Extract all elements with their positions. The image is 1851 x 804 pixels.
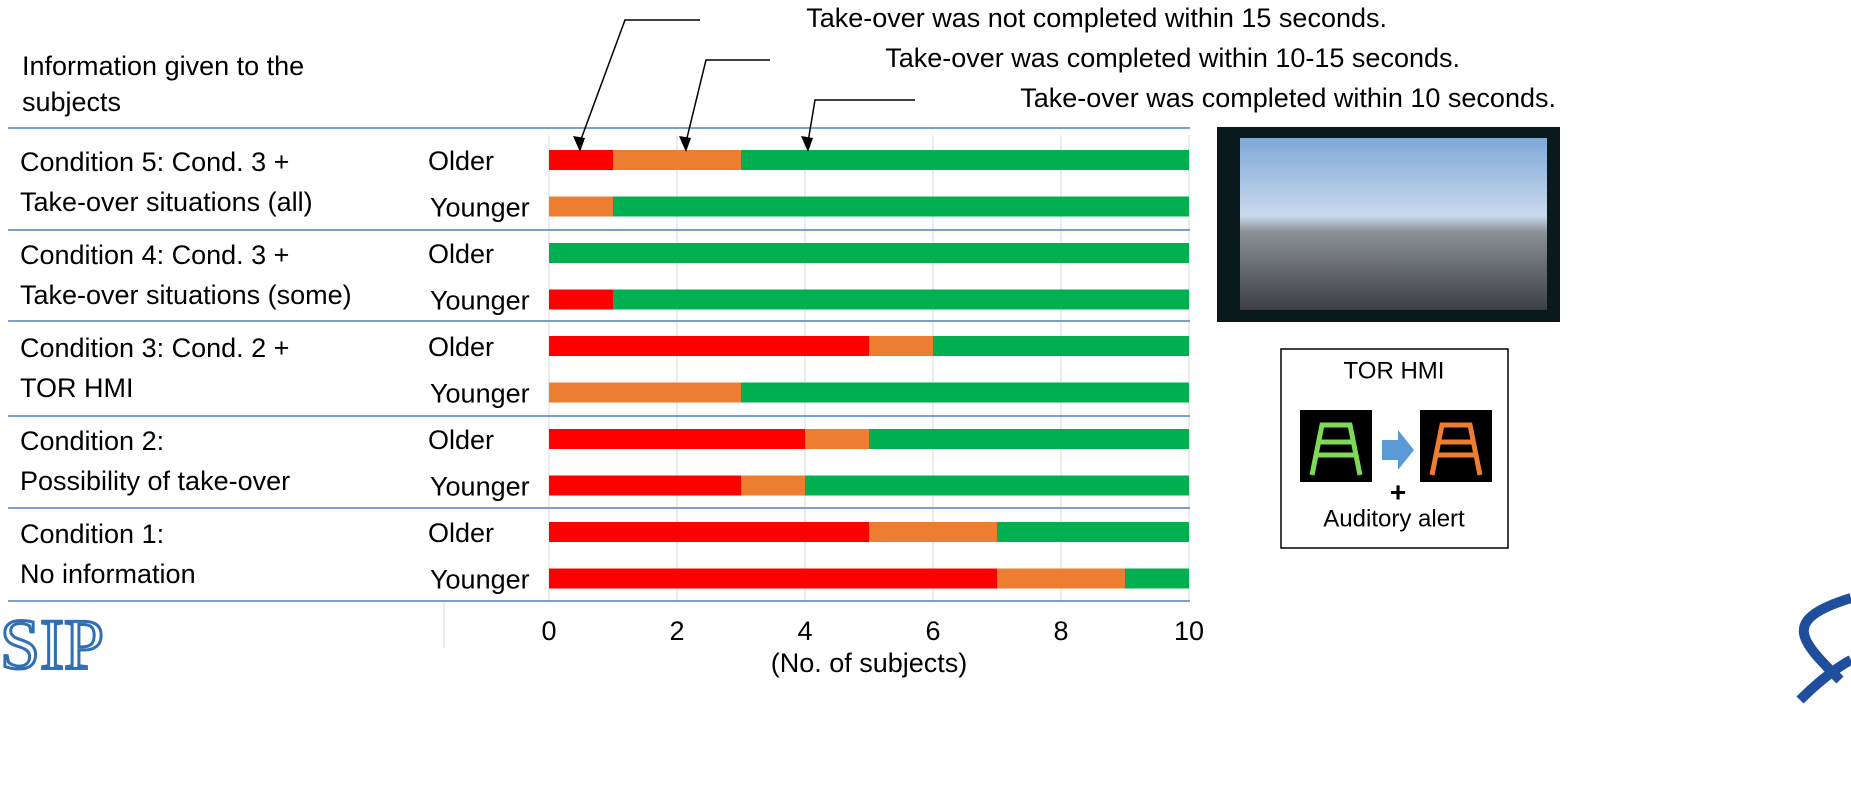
bar-segment — [997, 569, 1125, 589]
x-tick-label: 4 — [797, 616, 812, 646]
bar-segment — [741, 383, 1189, 403]
bar-segment — [549, 197, 613, 217]
chart: SIP Information given to the subjects 0 2 4 6… — [0, 0, 1851, 804]
group-label: TOR HMI — [20, 373, 134, 403]
bar-segment — [549, 243, 1189, 263]
group-label: Condition 3: Cond. 2 + — [20, 333, 289, 363]
legend-arrowhead — [573, 136, 585, 152]
group-label: No information — [20, 559, 196, 589]
bar-segment — [549, 569, 997, 589]
row-label: Younger — [430, 193, 530, 223]
legend-arrowhead — [679, 136, 691, 152]
legend-leader — [808, 100, 915, 142]
bar-segment — [741, 476, 805, 496]
legend-label: Take-over was not completed within 15 se… — [806, 3, 1387, 33]
bar-segment — [1125, 569, 1189, 589]
hmi-plus: + — [1390, 476, 1406, 507]
row-label: Older — [428, 239, 494, 269]
group-label: Take-over situations (all) — [20, 187, 313, 217]
bar-segment — [549, 290, 613, 310]
x-tick-label: 8 — [1053, 616, 1068, 646]
bar-segment — [549, 336, 869, 356]
group-label: Take-over situations (some) — [20, 280, 352, 310]
logo-right — [1800, 598, 1851, 700]
legend-arrowhead — [801, 136, 813, 152]
bar-segment — [869, 336, 933, 356]
bar-segment — [869, 429, 1189, 449]
hmi-title: TOR HMI — [1344, 357, 1445, 384]
legend-label: Take-over was completed within 10-15 sec… — [885, 43, 1460, 73]
bar-segment — [741, 150, 1189, 170]
x-axis-label: (No. of subjects) — [771, 648, 968, 678]
row-label: Older — [428, 518, 494, 548]
bar-segment — [549, 476, 741, 496]
bar-segment — [549, 150, 613, 170]
bar-segment — [869, 522, 997, 542]
group-label: Condition 5: Cond. 3 + — [20, 147, 289, 177]
bar-segment — [549, 429, 805, 449]
bar-segment — [805, 429, 869, 449]
x-tick-label: 10 — [1174, 616, 1204, 646]
row-label: Younger — [430, 286, 530, 316]
legend-label: Take-over was completed within 10 second… — [1020, 83, 1556, 113]
hmi-arrow — [1382, 430, 1414, 470]
bar-segment — [613, 150, 741, 170]
legend-leader — [580, 20, 700, 142]
bar-segment — [933, 336, 1189, 356]
row-label: Older — [428, 332, 494, 362]
x-tick-label: 2 — [669, 616, 684, 646]
page: {"chart_data":{"type":"stacked-hbar", "h… — [0, 0, 1851, 804]
logo-text: SIP — [0, 605, 104, 685]
group-label: Possibility of take-over — [20, 466, 290, 496]
bar-segment — [549, 522, 869, 542]
header-text: subjects — [22, 87, 121, 117]
x-tick-label: 0 — [541, 616, 556, 646]
x-tick-label: 6 — [925, 616, 940, 646]
row-label: Younger — [430, 379, 530, 409]
row-label: Younger — [430, 565, 530, 595]
group-label: Condition 1: — [20, 519, 164, 549]
row-label: Younger — [430, 472, 530, 502]
bar-segment — [997, 522, 1189, 542]
driving-scene — [1240, 138, 1547, 310]
row-label: Older — [428, 425, 494, 455]
hmi-caption: Auditory alert — [1323, 505, 1465, 532]
group-label: Condition 2: — [20, 426, 164, 456]
legend-leader — [686, 60, 770, 142]
bar-segment — [805, 476, 1189, 496]
group-label: Condition 4: Cond. 3 + — [20, 240, 289, 270]
header-text: Information given to the — [22, 51, 304, 81]
row-label: Older — [428, 146, 494, 176]
bar-segment — [613, 290, 1189, 310]
bar-segment — [613, 197, 1189, 217]
bar-segment — [549, 383, 741, 403]
